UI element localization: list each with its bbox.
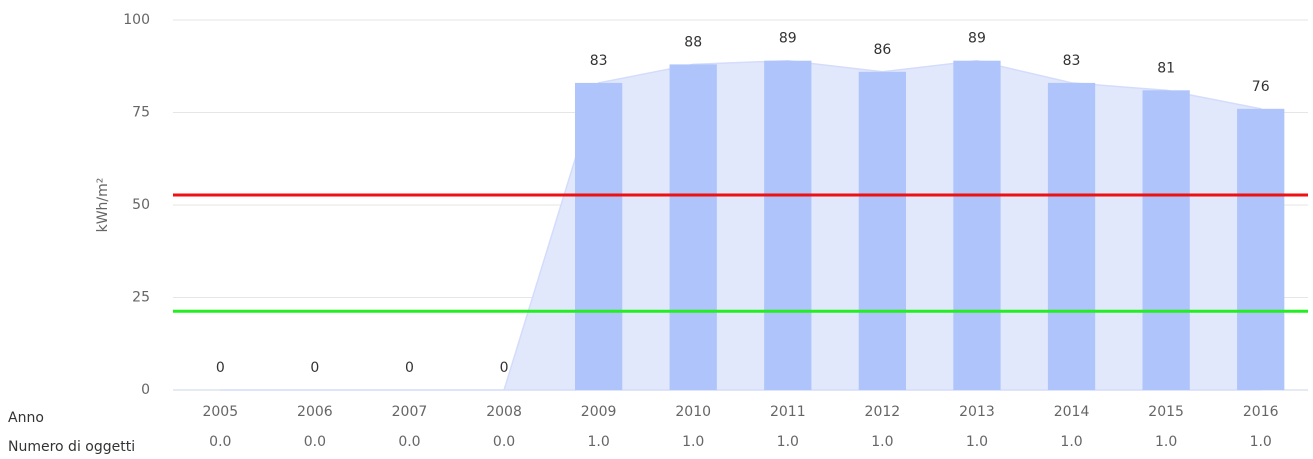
data-label: 81 xyxy=(1157,60,1175,76)
data-label: 0 xyxy=(216,360,225,376)
x-tick-label: 2014 xyxy=(1054,404,1090,420)
count-label: 1.0 xyxy=(1060,434,1082,450)
count-label: 1.0 xyxy=(587,434,609,450)
data-label: 0 xyxy=(500,360,509,376)
count-label: 1.0 xyxy=(871,434,893,450)
row-label: Anno xyxy=(8,410,44,426)
y-axis-title: kWh/m² xyxy=(95,178,111,233)
data-label: 83 xyxy=(1063,53,1081,69)
bar xyxy=(953,60,1001,390)
x-tick-label: 2015 xyxy=(1148,404,1184,420)
data-label: 76 xyxy=(1252,79,1270,95)
count-label: 1.0 xyxy=(682,434,704,450)
data-label: 0 xyxy=(405,360,414,376)
bar xyxy=(574,82,623,391)
count-label: 1.0 xyxy=(1155,434,1177,450)
count-label: 1.0 xyxy=(1250,434,1272,450)
y-tick-label: 25 xyxy=(132,290,150,306)
x-tick-label: 2012 xyxy=(865,404,901,420)
x-tick-label: 2010 xyxy=(675,404,711,420)
data-label: 89 xyxy=(968,31,986,47)
data-label: 0 xyxy=(310,360,319,376)
x-tick-label: 2016 xyxy=(1243,404,1279,420)
bar xyxy=(1047,82,1096,391)
bar xyxy=(764,60,812,390)
count-label: 1.0 xyxy=(966,434,988,450)
data-label: 89 xyxy=(779,31,797,47)
x-tick-label: 2006 xyxy=(297,404,333,420)
count-label: 0.0 xyxy=(493,434,515,450)
y-tick-label: 0 xyxy=(141,382,150,398)
x-tick-label: 2005 xyxy=(202,404,238,420)
data-label: 88 xyxy=(684,34,702,50)
x-tick-label: 2007 xyxy=(392,404,428,420)
x-tick-label: 2008 xyxy=(486,404,522,420)
x-tick-label: 2011 xyxy=(770,404,806,420)
count-label: 0.0 xyxy=(398,434,420,450)
area xyxy=(220,59,1262,391)
y-tick-label: 50 xyxy=(132,197,150,213)
bar xyxy=(1237,108,1285,391)
x-tick-label: 2009 xyxy=(581,404,617,420)
count-label: 0.0 xyxy=(304,434,326,450)
count-label: 1.0 xyxy=(777,434,799,450)
bar xyxy=(1142,90,1190,391)
count-label: 0.0 xyxy=(209,434,231,450)
bar xyxy=(669,64,717,391)
row-label: Numero di oggetti xyxy=(8,439,135,455)
data-label: 86 xyxy=(873,42,891,58)
x-tick-label: 2013 xyxy=(959,404,995,420)
y-tick-label: 100 xyxy=(123,12,150,28)
y-tick-label: 75 xyxy=(132,105,150,121)
bar xyxy=(858,71,907,391)
data-label: 83 xyxy=(590,53,608,69)
